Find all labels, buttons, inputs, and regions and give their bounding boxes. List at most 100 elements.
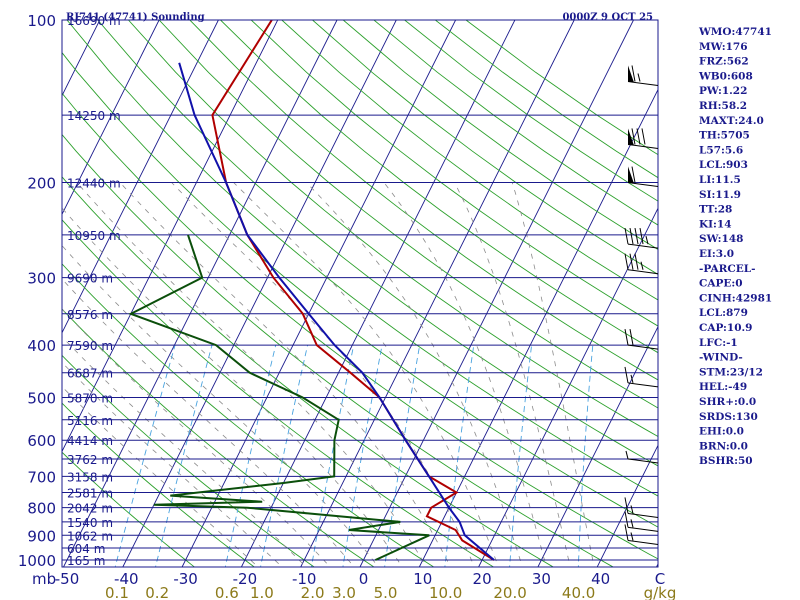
mixing-ratio-tick-label: 20.0 xyxy=(493,584,526,600)
mixing-ratio-line xyxy=(260,345,309,567)
index-value: SW:148 xyxy=(699,233,743,245)
wind-barb xyxy=(627,65,659,87)
dry-adiabat xyxy=(342,20,658,250)
dry-adiabat xyxy=(128,20,658,438)
index-value: SHR+:0.0 xyxy=(699,396,756,408)
thermo-grid xyxy=(62,20,658,567)
index-value: MAXT:24.0 xyxy=(699,115,764,127)
chart-time: 0000Z 9 OCT 25 xyxy=(562,12,653,23)
temperature-tick-label: -50 xyxy=(55,570,80,588)
dry-adiabat xyxy=(62,451,196,567)
height-label: 604 m xyxy=(67,542,105,556)
dry-adiabat xyxy=(62,133,615,567)
temperature-tick-label: 40 xyxy=(591,570,610,588)
height-label: 4414 m xyxy=(67,434,113,448)
index-value: MW:176 xyxy=(699,41,748,53)
isotherm-line xyxy=(418,88,658,567)
isotherm-line xyxy=(240,20,516,567)
index-value: SI:11.9 xyxy=(699,189,741,201)
isotherm-line xyxy=(62,20,160,216)
mixing-ratio-line xyxy=(224,344,277,567)
index-value: -PARCEL- xyxy=(699,263,755,275)
sounding-traces xyxy=(128,20,495,561)
index-value: CINH:42981 xyxy=(699,292,772,304)
dry-adiabat xyxy=(62,176,555,567)
index-value: KI:14 xyxy=(699,218,732,230)
temperature-tick-label: C xyxy=(655,570,665,588)
height-label: 7590 m xyxy=(67,339,113,353)
index-value: LCL:903 xyxy=(699,159,748,171)
wind-barb xyxy=(625,450,659,464)
wind-barb xyxy=(624,329,659,350)
pressure-tick-label: 100 xyxy=(27,12,56,30)
moist-adiabat xyxy=(454,182,571,567)
index-value: FRZ:562 xyxy=(699,56,749,68)
moist-adiabat xyxy=(233,182,499,567)
isotherm-line xyxy=(181,20,457,567)
wind-barbs xyxy=(624,65,659,545)
wind-barb xyxy=(624,227,659,249)
temperature-tick-label: -40 xyxy=(114,570,139,588)
dry-adiabat xyxy=(220,20,658,354)
index-value: EI:3.0 xyxy=(699,248,734,260)
dry-adiabat xyxy=(62,219,495,567)
mixing-ratio-line xyxy=(444,345,475,567)
pressure-tick-label: 400 xyxy=(27,337,56,355)
temperature-tick-label: -30 xyxy=(173,570,198,588)
isotherm-line xyxy=(359,20,634,567)
moist-adiabat xyxy=(62,361,283,567)
mixing-ratio-line xyxy=(577,345,594,567)
mixing-ratio-line xyxy=(342,345,383,567)
height-label: 2581 m xyxy=(67,487,113,501)
height-label: 8576 m xyxy=(67,308,113,322)
height-label: 9690 m xyxy=(67,272,113,286)
wind-barb xyxy=(624,524,659,545)
index-value: L57:5.6 xyxy=(699,144,743,156)
height-label: 1540 m xyxy=(67,516,113,530)
dry-adiabat xyxy=(97,20,658,467)
index-value: STM:23/12 xyxy=(699,366,763,378)
index-value: TT:28 xyxy=(699,204,732,216)
mixing-ratio-tick-label: 3.0 xyxy=(332,584,356,600)
index-value: BSHR:50 xyxy=(699,455,753,467)
mixing-ratio-line xyxy=(509,345,533,567)
dry-adiabat xyxy=(62,308,375,567)
moist-adiabat xyxy=(511,182,595,567)
mixing-ratio-tick-label: 1.0 xyxy=(250,584,274,600)
index-value: LI:11.5 xyxy=(699,174,741,186)
wind-barb xyxy=(624,497,659,518)
plot-frame xyxy=(61,19,659,568)
isotherm-line xyxy=(63,20,338,567)
height-label: 6687 m xyxy=(67,367,113,381)
dry-adiabat xyxy=(66,20,658,497)
mixing-ratio-tick-label: 40.0 xyxy=(562,584,595,600)
wind-barb xyxy=(627,128,659,149)
index-value: WB0:608 xyxy=(698,70,753,82)
mixing-ratio-line xyxy=(155,344,213,567)
mixing-ratio-tick-label: 0.1 xyxy=(105,584,129,600)
mixing-ratio-tick-label: 0.6 xyxy=(215,584,239,600)
wind-barb xyxy=(627,166,659,188)
index-value: -WIND- xyxy=(699,352,743,364)
mixing-ratio-tick-label: 10.0 xyxy=(429,584,462,600)
height-label: 10950 m xyxy=(67,229,121,243)
moist-adiabat xyxy=(62,245,379,567)
height-label: 165 m xyxy=(67,554,105,568)
isotherm-line xyxy=(62,20,279,453)
dry-adiabat xyxy=(312,20,658,275)
mixing-ratio-line xyxy=(114,344,176,567)
mixing-ratio-tick-label: 2.0 xyxy=(301,584,325,600)
pressure-unit-label: mb xyxy=(32,570,56,588)
pressure-tick-label: 900 xyxy=(27,527,56,545)
height-label: 3762 m xyxy=(67,453,113,467)
chart-title: RJ741 (47741) Sounding xyxy=(66,12,205,23)
isotherm-line xyxy=(62,20,219,334)
index-value: BRN:0.0 xyxy=(699,440,748,452)
moist-adiabat xyxy=(62,308,331,567)
index-value: LCL:879 xyxy=(699,307,748,319)
temperature-tick-label: 0 xyxy=(359,570,369,588)
height-label: 14250 m xyxy=(67,109,121,123)
index-value: LFC:-1 xyxy=(699,337,738,349)
